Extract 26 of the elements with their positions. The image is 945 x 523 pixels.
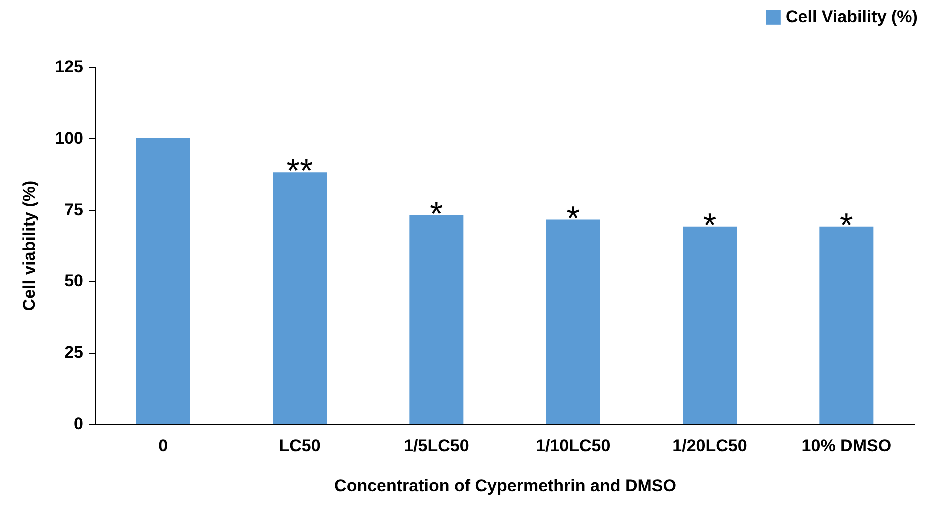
x-tick-label: LC50 xyxy=(279,436,321,456)
y-tick-label: 125 xyxy=(55,58,84,76)
annotation: * xyxy=(566,200,580,238)
bar xyxy=(136,138,190,424)
bar xyxy=(273,172,327,424)
x-tick-label: 0 xyxy=(158,436,168,456)
annotation: * xyxy=(840,206,854,245)
bar xyxy=(820,226,874,424)
y-tick-label: 0 xyxy=(74,414,84,434)
x-tick-label: 1/20LC50 xyxy=(672,436,748,456)
x-axis-title: Concentration of Cypermethrin and DMSO xyxy=(334,476,676,496)
bar xyxy=(683,226,737,424)
x-tick-label: 1/5LC50 xyxy=(404,436,470,456)
x-tick-label: 10% DMSO xyxy=(802,436,892,456)
legend-label: Cell Viability (%) xyxy=(786,8,918,26)
y-tick-label: 100 xyxy=(55,128,84,148)
annotation: * xyxy=(430,196,444,234)
annotation: ** xyxy=(286,152,314,191)
y-tick-label: 25 xyxy=(64,343,84,362)
bar xyxy=(546,220,600,424)
annotation: * xyxy=(703,206,717,245)
y-tick-label: 50 xyxy=(64,272,84,291)
y-axis-title: Cell viability (%) xyxy=(20,180,40,312)
bar xyxy=(410,216,464,424)
y-tick-label: 75 xyxy=(64,200,84,220)
x-tick-label: 1/10LC50 xyxy=(536,436,611,456)
